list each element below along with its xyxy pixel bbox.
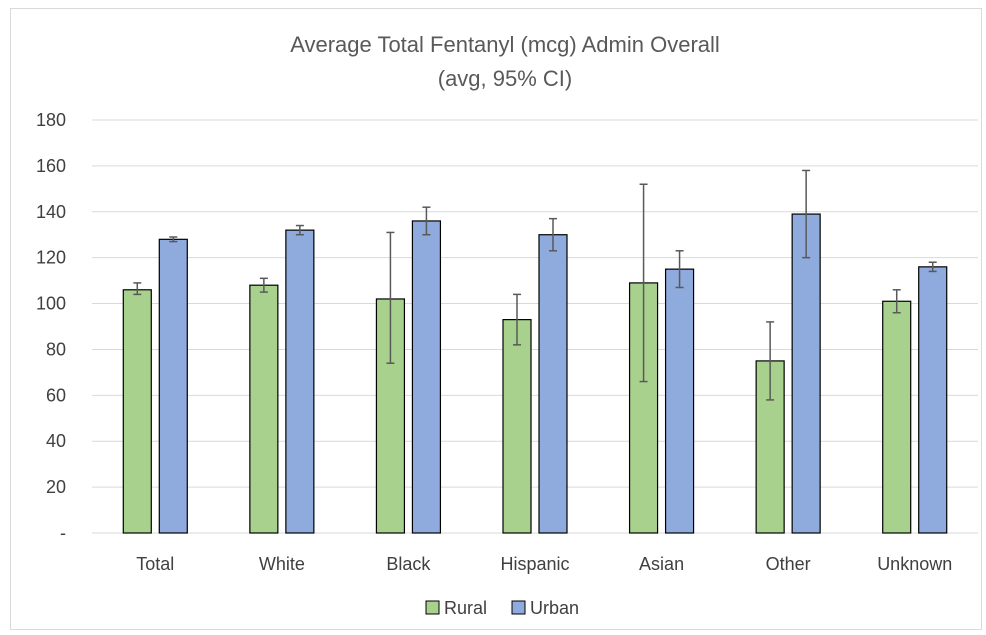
y-tick-label: 80 bbox=[46, 339, 66, 359]
bar-rural-total bbox=[122, 289, 152, 534]
error-bar-rural-total bbox=[133, 282, 142, 296]
error-bar-rural-other bbox=[766, 321, 775, 401]
error-bar-urban-black bbox=[422, 206, 431, 236]
x-tick-label: White bbox=[259, 554, 305, 574]
y-tick-label: 160 bbox=[36, 156, 66, 176]
y-tick-label: 60 bbox=[46, 385, 66, 405]
error-bar-urban-other bbox=[802, 169, 811, 259]
legend-swatch-rural bbox=[425, 600, 440, 615]
y-tick-label: 40 bbox=[46, 431, 66, 451]
x-tick-label: Other bbox=[766, 554, 811, 574]
x-tick-label: Total bbox=[136, 554, 174, 574]
y-tick-label: - bbox=[60, 523, 66, 543]
bar-rural-hispanic bbox=[502, 319, 532, 534]
error-bar-rural-white bbox=[259, 277, 268, 293]
y-tick-label: 20 bbox=[46, 477, 66, 497]
gridlines bbox=[92, 119, 978, 534]
error-bar-rural-asian bbox=[639, 183, 648, 383]
chart-title: Average Total Fentanyl (mcg) Admin Overa… bbox=[290, 32, 720, 57]
error-bars bbox=[133, 169, 937, 401]
bar-rural-unknown bbox=[882, 300, 912, 534]
error-bar-rural-black bbox=[386, 231, 395, 364]
error-bar-urban-total bbox=[169, 236, 178, 243]
bar-rural-white bbox=[249, 284, 279, 534]
legend-label-rural: Rural bbox=[444, 598, 487, 618]
bar-urban-black bbox=[411, 220, 442, 534]
x-tick-label: Asian bbox=[639, 554, 684, 574]
bar-urban-other bbox=[791, 213, 821, 534]
bars bbox=[122, 213, 948, 534]
y-axis-ticks: - 20 40 60 80 100 120 140 160 180 bbox=[36, 110, 66, 543]
legend-swatch-urban bbox=[511, 600, 526, 615]
legend: Rural Urban bbox=[425, 598, 579, 618]
error-bar-rural-hispanic bbox=[513, 293, 521, 346]
y-tick-label: 140 bbox=[36, 202, 66, 222]
y-tick-label: 180 bbox=[36, 110, 66, 130]
bar-urban-unknown bbox=[918, 266, 948, 534]
error-bar-urban-hispanic bbox=[549, 217, 557, 252]
chart-subtitle: (avg, 95% CI) bbox=[438, 66, 573, 91]
error-bar-urban-asian bbox=[675, 250, 684, 289]
x-axis-ticks: Total White Black Hispanic Asian Other Unknown bbox=[136, 554, 952, 574]
error-bar-urban-white bbox=[295, 224, 304, 236]
x-tick-label: Hispanic bbox=[500, 554, 569, 574]
error-bar-urban-unknown bbox=[928, 261, 937, 273]
error-bar-rural-unknown bbox=[892, 289, 901, 314]
bar-urban-asian bbox=[664, 268, 695, 534]
bar-urban-white bbox=[285, 229, 315, 534]
bar-urban-hispanic bbox=[538, 234, 568, 534]
y-tick-label: 120 bbox=[36, 248, 66, 268]
legend-label-urban: Urban bbox=[530, 598, 579, 618]
x-tick-label: Unknown bbox=[877, 554, 952, 574]
bar-urban-total bbox=[158, 238, 188, 534]
x-tick-label: Black bbox=[386, 554, 431, 574]
y-tick-label: 100 bbox=[36, 294, 66, 314]
